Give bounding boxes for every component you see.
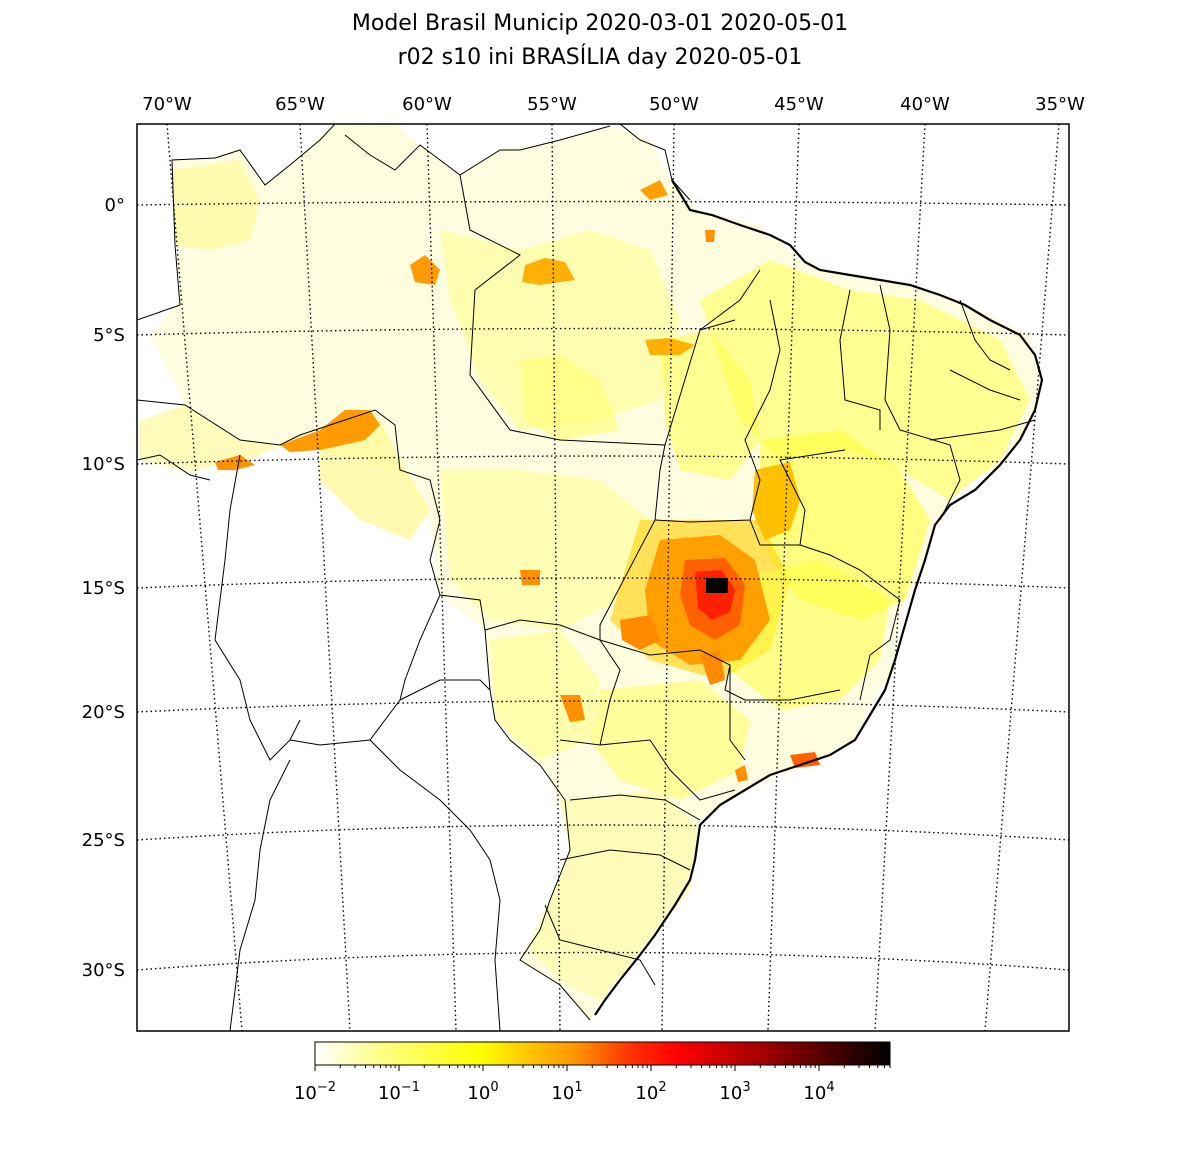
colorbar-tick-label: 103 <box>719 1080 750 1104</box>
colorbar: 10−2 10−1 100 101 102 103 104 <box>294 1041 891 1104</box>
colorbar-tick-label: 10−2 <box>294 1080 336 1104</box>
coastline <box>594 179 1044 1016</box>
map-title-line-1: Model Brasil Municip 2020-03-01 2020-05-… <box>351 11 849 36</box>
lon-label: 40°W <box>900 94 950 115</box>
hotspot-region <box>735 765 748 782</box>
hotspot-region <box>560 695 585 722</box>
hotspot-region <box>522 258 575 285</box>
hotspot-region <box>700 650 725 685</box>
map-content <box>137 124 1069 1031</box>
lon-label: 65°W <box>275 94 325 115</box>
lon-label: 60°W <box>402 94 452 115</box>
hotspot-region <box>620 615 660 650</box>
state-borders <box>459 174 1036 871</box>
hotspot-region <box>215 455 255 470</box>
region-fill-rondonia <box>320 420 430 540</box>
lon-label: 45°W <box>774 94 824 115</box>
colorbar-tick-label: 101 <box>551 1080 582 1104</box>
map-title-line-2: r02 s10 ini BRASÍLIA day 2020-05-01 <box>397 45 803 70</box>
colorbar-minor-ticks <box>339 1065 891 1068</box>
colorbar-tick-labels: 10−2 10−1 100 101 102 103 104 <box>294 1080 835 1104</box>
hotspot-brasilia <box>706 578 728 593</box>
region-fill-tocantins <box>660 330 760 480</box>
hotspot-region <box>520 570 540 585</box>
lat-label: 25°S <box>82 830 125 851</box>
region-fill-mato-grosso <box>440 470 650 630</box>
region-fill-amazon <box>440 230 680 430</box>
lat-label: 10°S <box>82 454 125 475</box>
lat-label: 20°S <box>82 702 125 723</box>
region-fill-mato-grosso-sul <box>490 630 600 760</box>
region-fill-south <box>530 790 700 1000</box>
map-frame <box>136 123 1070 1032</box>
region-fill-acre <box>140 405 280 470</box>
region-fill-para <box>520 355 620 440</box>
graticule <box>137 124 1069 1031</box>
lon-label: 70°W <box>142 94 192 115</box>
hotspot-region <box>790 752 820 768</box>
colorbar-major-ticks <box>314 1065 820 1071</box>
hotspot-region <box>645 338 695 355</box>
lat-label: 0° <box>105 195 125 216</box>
lon-label: 35°W <box>1035 94 1085 115</box>
region-fill-north-west <box>172 160 260 250</box>
region-fill-minas <box>730 560 890 710</box>
lon-label: 55°W <box>527 94 577 115</box>
colorbar-tick-label: 100 <box>467 1080 498 1104</box>
longitude-labels: 70°W 65°W 60°W 55°W 50°W 45°W 40°W 35°W <box>142 94 1085 115</box>
country-borders <box>137 124 691 1031</box>
region-fill-sao-paulo <box>590 680 750 800</box>
lat-label: 30°S <box>82 960 125 981</box>
hotspot-region <box>640 180 668 200</box>
hotspot-region <box>752 462 800 540</box>
colorbar-tick-label: 104 <box>803 1080 834 1104</box>
lon-label: 50°W <box>649 94 699 115</box>
latitude-labels: 0° 5°S 10°S 15°S 20°S 25°S 30°S <box>82 195 125 981</box>
lat-label: 5°S <box>93 325 125 346</box>
hotspot-region <box>705 230 715 242</box>
colorbar-tick-label: 102 <box>635 1080 666 1104</box>
colorbar-tick-label: 10−1 <box>378 1080 420 1104</box>
lat-label: 15°S <box>82 578 125 599</box>
hotspot-region <box>280 410 380 452</box>
colorbar-gradient <box>314 1041 891 1066</box>
